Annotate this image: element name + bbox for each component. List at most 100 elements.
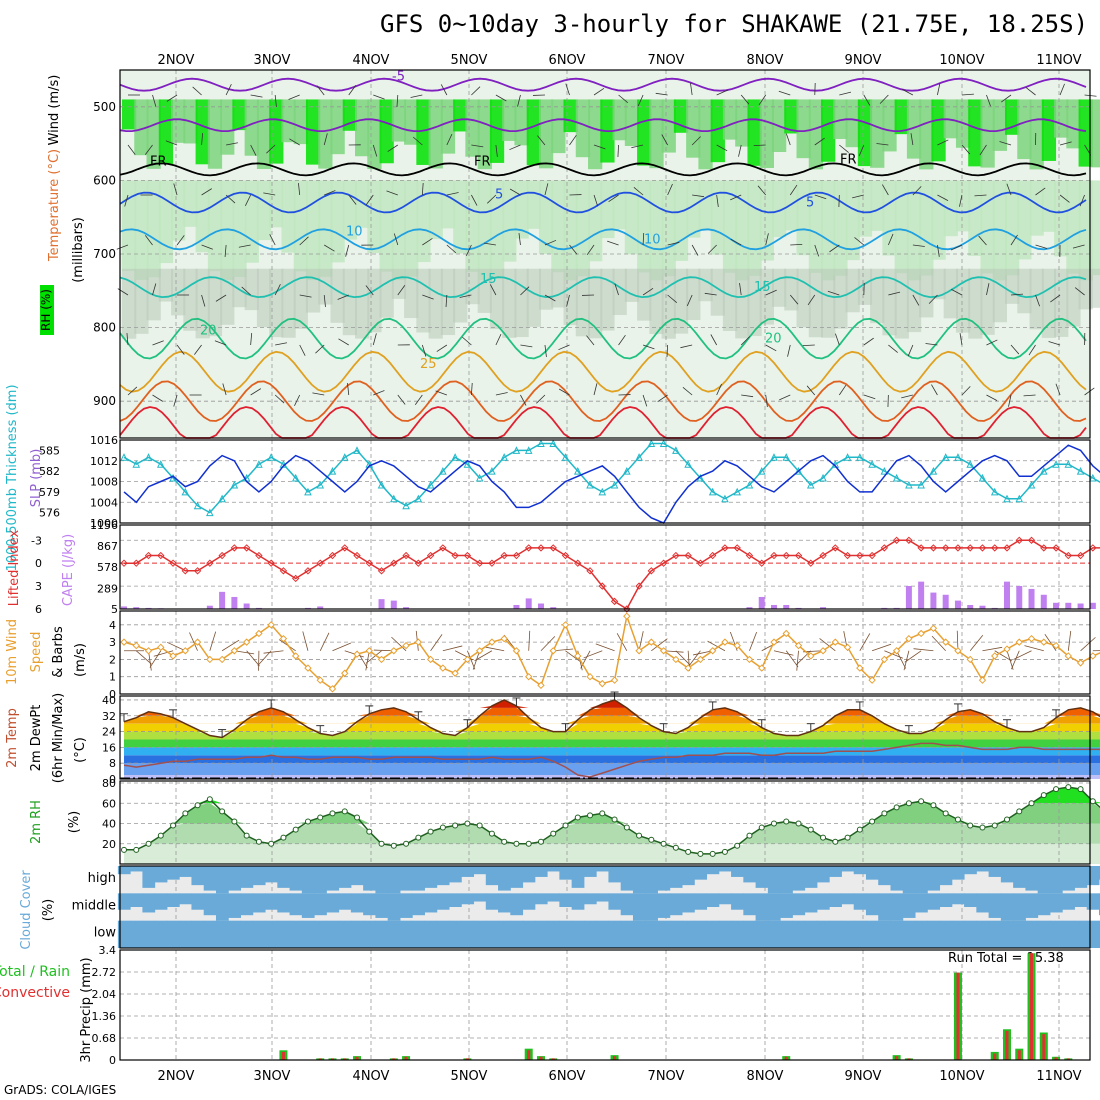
wind-barb (778, 90, 791, 96)
li-point (1064, 551, 1073, 560)
cape-bar (1016, 586, 1023, 609)
cloud-bar (338, 920, 352, 948)
rh-shade-cell (440, 268, 456, 336)
rh-shade-cell (367, 180, 382, 254)
wind-barb (950, 244, 963, 251)
rh-shade-cell (980, 180, 995, 274)
bottom-day-label: 11NOV (1036, 1069, 1081, 1084)
wind-speed-point (807, 652, 815, 660)
wind-barb (435, 390, 447, 396)
wind-speed-point (1040, 638, 1048, 646)
li-tick-label: -3 (31, 534, 42, 547)
surface-wind-barb (1067, 630, 1072, 651)
rh-shade-cell (710, 99, 725, 163)
precip-tick-label: 2.04 (92, 988, 117, 1001)
wind-speed-point (500, 634, 508, 643)
cloud-bar (706, 920, 720, 948)
wind-barb (682, 386, 693, 396)
temp2m-frame (119, 695, 1091, 780)
rh-shade-cell (134, 180, 149, 280)
thickness-line (123, 442, 1100, 514)
top-day-label: 10NOV (939, 53, 984, 68)
thickness-point (304, 487, 312, 496)
cloud-bar (865, 920, 879, 948)
wind-barb (436, 344, 448, 352)
grads-credit: GrADS: COLA/IGES (4, 1083, 117, 1097)
rh-shade-cell (661, 268, 676, 339)
wind-barb (593, 87, 605, 96)
wind-barb (787, 344, 791, 357)
rh-shade-cell (502, 268, 517, 338)
rh2m-point (611, 816, 618, 823)
surface-wind-barb (651, 638, 668, 652)
rh2m-point (537, 838, 544, 845)
wind-speed-point (1052, 641, 1060, 650)
wind-speed-point (230, 647, 239, 655)
cloud-bar (375, 893, 389, 918)
cloud-bar (522, 893, 536, 910)
slp-tick-label: 1008 (90, 476, 118, 489)
surface-wind-barb (896, 650, 907, 669)
rh-shade-cell (686, 268, 701, 321)
wind-tick-label: 3 (109, 636, 116, 649)
wind-barb (902, 89, 914, 96)
rh2m-point (1016, 808, 1023, 815)
rh-shade-cell (759, 268, 774, 325)
li-point (169, 559, 177, 567)
rh-shade-cell (207, 99, 223, 169)
wind-speed-point (549, 647, 557, 655)
wind-barb (686, 294, 693, 307)
thickness-point (549, 439, 558, 447)
wind-speed-point (672, 655, 680, 664)
rh-shade-cell (882, 99, 897, 152)
thickness-tick-label: 582 (39, 465, 60, 478)
top-day-label: 3NOV (254, 53, 291, 68)
cloud-bar (1000, 866, 1014, 883)
wind-barb (544, 239, 557, 246)
cloud-bar (387, 866, 401, 894)
wind-barb (194, 344, 202, 355)
rh-shade-cell (232, 180, 247, 278)
top-day-label: 8NOV (747, 53, 784, 68)
wind-speed-point (377, 655, 386, 664)
rh-shade-cell (146, 99, 161, 169)
temp-band (124, 747, 1100, 756)
wind-barb (345, 244, 350, 257)
wind-barb (316, 85, 325, 96)
rh-shade-cell (612, 99, 627, 141)
thickness-point (708, 487, 717, 496)
surface-wind-barb (994, 650, 1013, 662)
rh-shade-cell (551, 268, 566, 308)
wind-barb (614, 283, 619, 296)
cloud-bar (117, 866, 131, 875)
wind-barb (397, 394, 406, 405)
thickness-point (365, 460, 374, 468)
rh2m-point (292, 826, 299, 833)
thickness-point (156, 460, 165, 468)
rh-shade-cell (722, 268, 738, 331)
wind-barb (876, 143, 889, 146)
precip-convective-bar (355, 1056, 359, 1060)
rh-shade-cell (465, 99, 480, 157)
wind-barb (642, 232, 645, 246)
wind-barb (1050, 294, 1061, 303)
cape-bar (758, 596, 765, 609)
rh2m-point (979, 824, 986, 831)
cloud-bar (130, 866, 143, 872)
rh-shade-cell (232, 99, 247, 131)
wind-barb (459, 294, 472, 298)
rh-shade-cell (588, 99, 603, 170)
thickness-point (316, 480, 325, 489)
li-point (770, 551, 778, 560)
cape-bar (770, 604, 777, 609)
temp-ylabel-4: (°C) (73, 737, 88, 763)
wind-speed-point (635, 647, 643, 655)
bottom-day-label: 9NOV (845, 1069, 882, 1084)
li-point (328, 551, 337, 560)
li-point (193, 567, 202, 575)
rh2m-point (783, 818, 790, 825)
wind10m-ylabel-2: Speed (29, 632, 44, 673)
rh-shade-cell (195, 268, 210, 339)
rh2m-point (550, 830, 557, 837)
wind-barb (667, 294, 678, 304)
